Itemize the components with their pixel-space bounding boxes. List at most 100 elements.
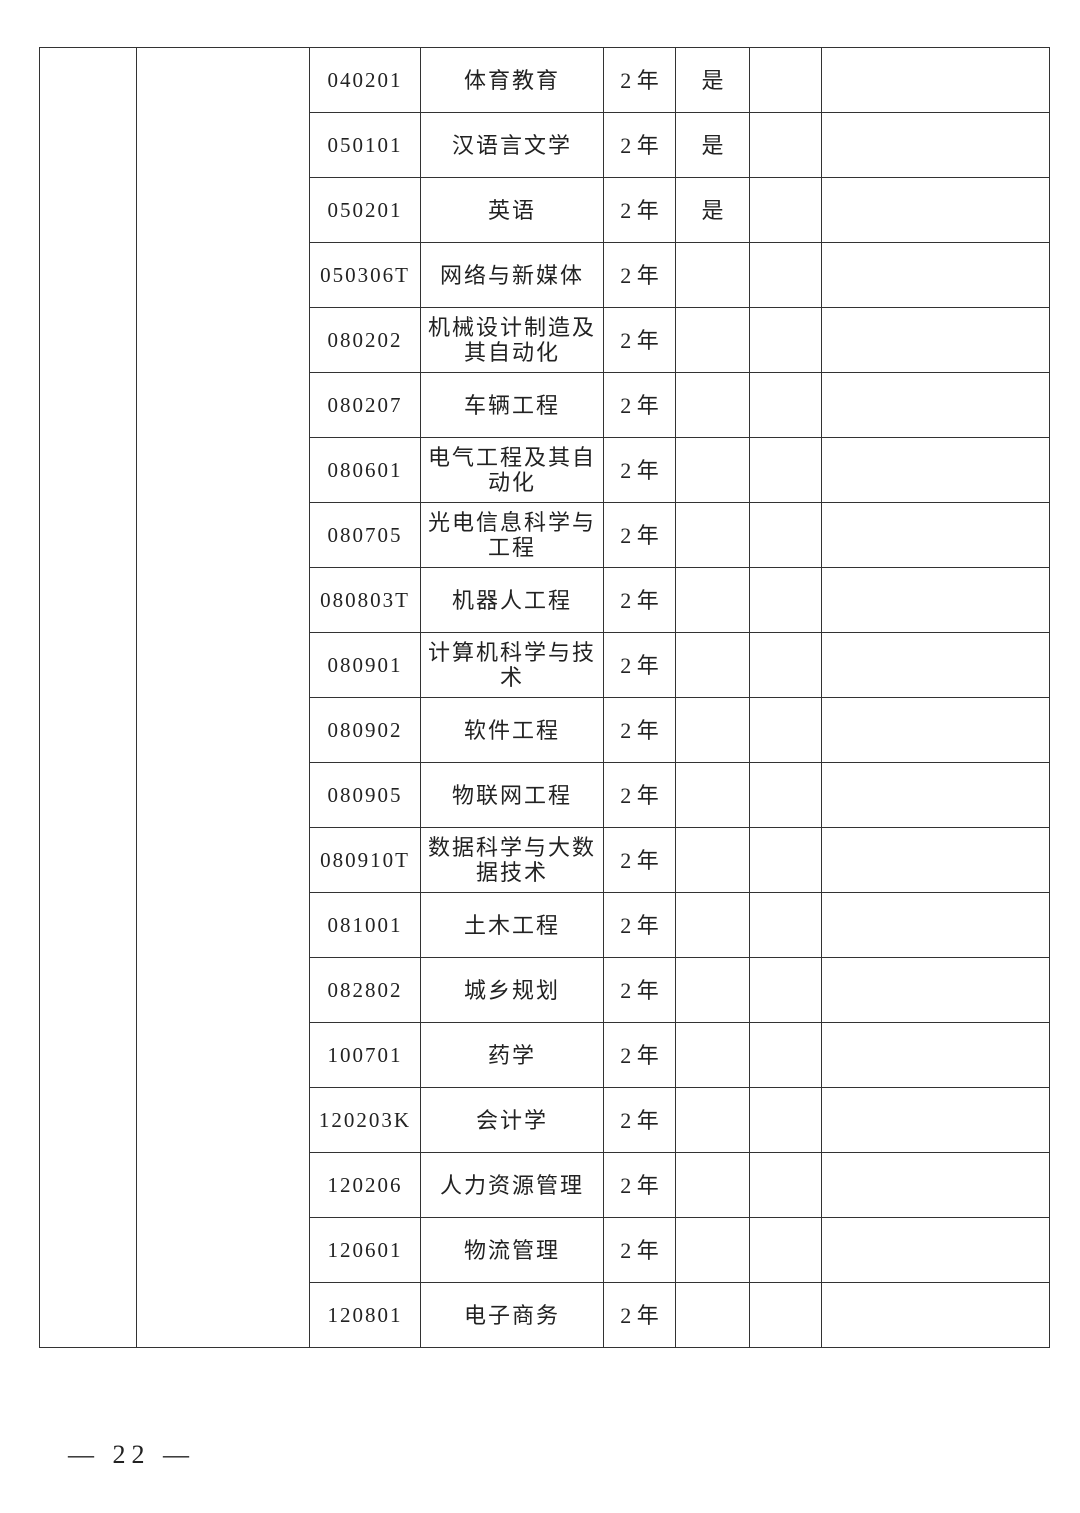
years-cell: 2 年 (603, 112, 676, 178)
name-line: 药学 (487, 1042, 536, 1068)
name-line: 会计学 (475, 1107, 548, 1133)
name-cell: 电气工程及其自 动化 (420, 437, 604, 503)
code-cell: 080207 (309, 372, 421, 438)
empty-cell (39, 47, 137, 1348)
name-line: 城乡规划 (463, 977, 560, 1003)
table-row: 120206 人力资源管理 2 年 (40, 1152, 1050, 1218)
name-line: 工程 (487, 535, 536, 560)
name-line: 电气工程及其自 (427, 445, 596, 470)
empty-cell (749, 762, 822, 828)
mark-cell (675, 242, 750, 308)
years-cell: 2 年 (603, 762, 676, 828)
major-table: 040201 体育教育 2 年是 050101 汉语言文学 2 年是 050201 英语 2 年… (39, 47, 1050, 1348)
name-line: 物流管理 (463, 1237, 560, 1263)
years-cell: 2 年 (603, 827, 676, 893)
code-cell: 120801 (309, 1282, 421, 1348)
code-cell: 050101 (309, 112, 421, 178)
years-cell: 2 年 (603, 437, 676, 503)
empty-cell (749, 307, 822, 373)
code-cell: 080601 (309, 437, 421, 503)
empty-cell (749, 697, 822, 763)
years-cell: 2 年 (603, 177, 676, 243)
name-cell: 药学 (420, 1022, 604, 1088)
name-cell: 数据科学与大数 据技术 (420, 827, 604, 893)
empty-cell (749, 892, 822, 958)
name-line: 网络与新媒体 (439, 262, 584, 288)
empty-cell (821, 957, 1050, 1023)
years-cell: 2 年 (603, 1217, 676, 1283)
name-line: 土木工程 (463, 912, 560, 938)
code-cell: 120601 (309, 1217, 421, 1283)
empty-cell (749, 437, 822, 503)
name-line: 光电信息科学与 (427, 510, 596, 535)
mark-cell (675, 697, 750, 763)
years-cell: 2 年 (603, 47, 676, 113)
empty-cell (749, 1087, 822, 1153)
code-cell: 082802 (309, 957, 421, 1023)
name-cell: 计算机科学与技术 (420, 632, 604, 698)
page-number: — 22 — (68, 1440, 195, 1469)
years-cell: 2 年 (603, 1282, 676, 1348)
code-cell: 050306T (309, 242, 421, 308)
mark-cell (675, 1217, 750, 1283)
years-cell: 2 年 (603, 502, 676, 568)
empty-cell (821, 827, 1050, 893)
table-body: 040201 体育教育 2 年是 050101 汉语言文学 2 年是 050201 英语 2 年… (39, 47, 1050, 1348)
name-cell: 人力资源管理 (420, 1152, 604, 1218)
name-line: 电子商务 (463, 1302, 560, 1328)
empty-cell (749, 1152, 822, 1218)
mark-cell (675, 567, 750, 633)
mark-cell (675, 827, 750, 893)
empty-cell (821, 1217, 1050, 1283)
name-line: 机械设计制造及 (427, 315, 596, 340)
name-cell: 机械设计制造及 其自动化 (420, 307, 604, 373)
mark-cell (675, 957, 750, 1023)
table-row: 120801 电子商务 2 年 (40, 1282, 1050, 1348)
empty-cell (821, 892, 1050, 958)
years-cell: 2 年 (603, 892, 676, 958)
name-cell: 汉语言文学 (420, 112, 604, 178)
code-cell: 080901 (309, 632, 421, 698)
name-cell: 电子商务 (420, 1282, 604, 1348)
name-line: 英语 (487, 197, 536, 223)
empty-cell (821, 697, 1050, 763)
table-row: 120203K 会计学 2 年 (40, 1087, 1050, 1153)
name-cell: 软件工程 (420, 697, 604, 763)
name-line: 机器人工程 (451, 587, 572, 613)
name-cell: 车辆工程 (420, 372, 604, 438)
code-cell: 050201 (309, 177, 421, 243)
empty-cell (821, 762, 1050, 828)
empty-cell (821, 502, 1050, 568)
table-row: 040201 体育教育 2 年是 (39, 47, 1050, 1348)
table-row: 080601 电气工程及其自 动化 2 年 (40, 437, 1050, 503)
name-line: 汉语言文学 (451, 132, 572, 158)
mark-cell: 是 (675, 177, 750, 243)
empty-cell (749, 1282, 822, 1348)
name-cell: 物流管理 (420, 1217, 604, 1283)
name-line: 车辆工程 (463, 392, 560, 418)
mark-cell (675, 1087, 750, 1153)
name-line: 动化 (487, 470, 536, 495)
name-cell: 英语 (420, 177, 604, 243)
name-line: 软件工程 (463, 717, 560, 743)
years-cell: 2 年 (603, 567, 676, 633)
table-row: 081001 土木工程 2 年 (40, 892, 1050, 958)
code-cell: 120206 (309, 1152, 421, 1218)
table-row: 050306T 网络与新媒体 2 年 (40, 242, 1050, 308)
mark-cell (675, 307, 750, 373)
name-cell: 城乡规划 (420, 957, 604, 1023)
name-line: 计算机科学与技术 (427, 640, 596, 690)
name-line: 体育教育 (463, 67, 560, 93)
years-cell: 2 年 (603, 242, 676, 308)
empty-cell (749, 567, 822, 633)
name-cell: 光电信息科学与 工程 (420, 502, 604, 568)
mark-cell: 是 (675, 47, 750, 113)
name-cell: 会计学 (420, 1087, 604, 1153)
empty-cell (821, 112, 1050, 178)
name-line: 人力资源管理 (439, 1172, 584, 1198)
empty-cell (749, 502, 822, 568)
code-cell: 120203K (309, 1087, 421, 1153)
mark-cell (675, 1282, 750, 1348)
mark-cell (675, 632, 750, 698)
